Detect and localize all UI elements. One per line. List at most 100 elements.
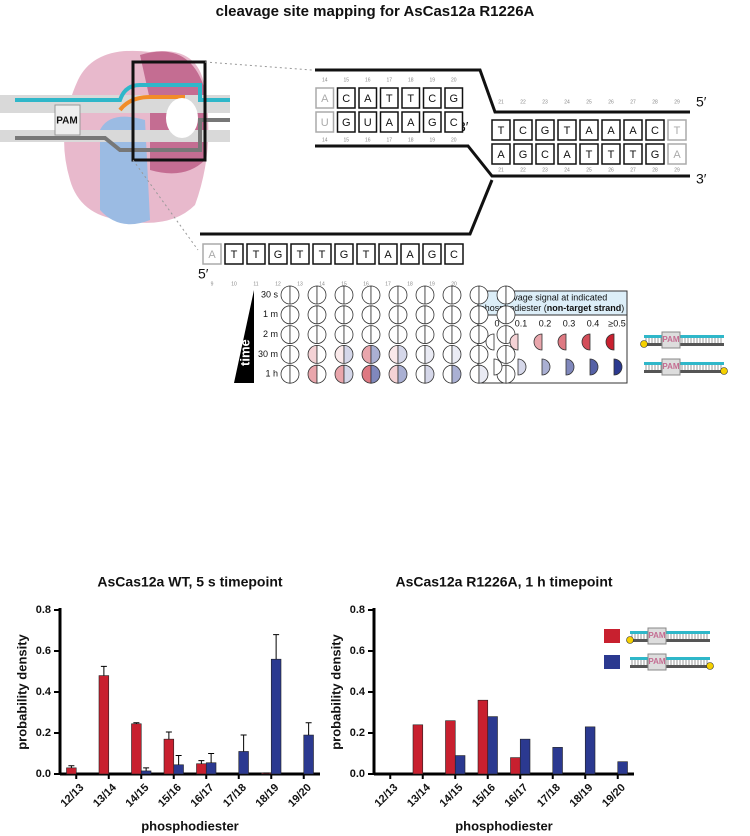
position-number: 17 bbox=[385, 281, 391, 287]
signal-red bbox=[307, 325, 318, 345]
bar bbox=[66, 767, 77, 775]
base: A bbox=[384, 249, 392, 261]
signal-blue bbox=[505, 305, 516, 325]
x-tick-label: 17/18 bbox=[221, 782, 249, 810]
signal-blue bbox=[316, 285, 327, 305]
signal-blue bbox=[478, 364, 489, 384]
base: A bbox=[585, 125, 593, 137]
base: A bbox=[386, 117, 394, 129]
position-number: 19 bbox=[429, 281, 435, 287]
base-box bbox=[356, 243, 376, 265]
position-number: 25 bbox=[586, 167, 592, 173]
error-bar bbox=[305, 722, 312, 736]
strand-end: 5′ bbox=[696, 94, 707, 110]
time-row-label: 1 h bbox=[265, 369, 278, 379]
signal-red bbox=[361, 344, 372, 364]
pam-text: PAM bbox=[648, 631, 666, 640]
x-tick-label: 18/19 bbox=[567, 782, 595, 810]
error-bar bbox=[133, 722, 140, 724]
signal-blue bbox=[316, 325, 327, 345]
legend-red bbox=[557, 333, 567, 351]
signal-blue bbox=[370, 364, 381, 384]
base: G bbox=[342, 117, 351, 129]
base: C bbox=[342, 93, 350, 105]
x-tick-label: 13/14 bbox=[91, 781, 120, 810]
base: T bbox=[630, 149, 637, 161]
base: A bbox=[364, 93, 372, 105]
signal-blue bbox=[424, 364, 435, 384]
chart-title: AsCas12a R1226A, 1 h timepoint bbox=[395, 574, 612, 590]
position-number: 16 bbox=[365, 77, 371, 83]
base: G bbox=[428, 117, 437, 129]
signal-red bbox=[388, 285, 399, 305]
base: A bbox=[406, 249, 414, 261]
legend-level: 0 bbox=[494, 318, 499, 328]
base: T bbox=[608, 149, 615, 161]
base-box bbox=[202, 243, 222, 265]
base-box bbox=[557, 143, 577, 165]
signal-blue bbox=[397, 364, 408, 384]
base-box bbox=[401, 111, 421, 133]
signal-red bbox=[442, 364, 453, 384]
x-tick-label: 14/15 bbox=[123, 782, 151, 810]
signal-red bbox=[361, 325, 372, 345]
base-box bbox=[444, 243, 464, 265]
bar bbox=[163, 738, 175, 775]
signal-blue bbox=[478, 305, 489, 325]
time-row-label: 1 m bbox=[263, 309, 278, 319]
base-box bbox=[601, 119, 621, 141]
signal-red bbox=[334, 305, 345, 325]
pam-text: PAM bbox=[56, 116, 77, 127]
base-box bbox=[645, 119, 665, 141]
signal-red bbox=[442, 305, 453, 325]
base: A bbox=[607, 125, 615, 137]
position-number: 15 bbox=[343, 77, 349, 83]
signal-blue bbox=[424, 344, 435, 364]
position-number: 26 bbox=[608, 99, 614, 105]
legend-swatch bbox=[604, 655, 620, 669]
base-box bbox=[623, 143, 643, 165]
base-box bbox=[667, 143, 687, 165]
time-row-label: 30 m bbox=[258, 349, 278, 359]
signal-blue bbox=[289, 344, 300, 364]
position-number: 11 bbox=[253, 281, 258, 287]
x-tick-label: 16/17 bbox=[502, 782, 530, 810]
position-number: 18 bbox=[408, 137, 414, 143]
signal-blue bbox=[343, 305, 354, 325]
base-box bbox=[444, 87, 464, 109]
signal-blue bbox=[424, 285, 435, 305]
y-tick-label: 0.4 bbox=[36, 686, 52, 698]
signal-red bbox=[334, 364, 345, 384]
position-number: 20 bbox=[451, 77, 457, 83]
error-bar bbox=[175, 755, 182, 765]
signal-red bbox=[307, 285, 318, 305]
legend-title: cleavage signal at indicated bbox=[497, 292, 608, 302]
dna-icon-strand bbox=[630, 657, 710, 660]
signal-blue bbox=[451, 325, 462, 345]
strand-end: 3′ bbox=[458, 119, 469, 135]
base-box bbox=[379, 87, 399, 109]
signal-blue bbox=[451, 285, 462, 305]
position-number: 22 bbox=[520, 167, 526, 173]
base: C bbox=[519, 125, 527, 137]
base-box bbox=[336, 111, 356, 133]
base-box bbox=[378, 243, 398, 265]
base: U bbox=[321, 117, 329, 129]
signal-blue bbox=[343, 344, 354, 364]
base-box bbox=[268, 243, 288, 265]
x-tick-label: 18/19 bbox=[253, 782, 281, 810]
bar bbox=[270, 658, 282, 775]
position-number: 17 bbox=[386, 77, 392, 83]
signal-red bbox=[496, 305, 507, 325]
strand-outline bbox=[200, 68, 690, 236]
base-box bbox=[557, 119, 577, 141]
base: A bbox=[673, 149, 681, 161]
bar bbox=[98, 675, 110, 775]
error-bar bbox=[198, 760, 205, 764]
error-bar bbox=[208, 753, 215, 763]
position-number: 29 bbox=[674, 99, 680, 105]
base: C bbox=[651, 125, 659, 137]
position-number: 28 bbox=[652, 167, 658, 173]
legend-level: 0.4 bbox=[587, 318, 600, 328]
signal-red bbox=[334, 285, 345, 305]
